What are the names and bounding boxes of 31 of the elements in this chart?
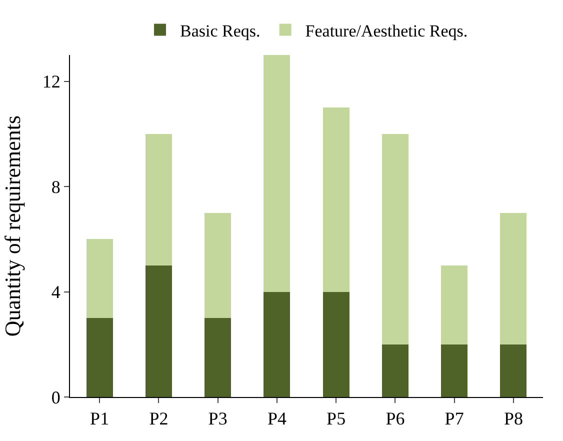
bar xyxy=(264,292,290,397)
y-axis-title: Quantity of requirements xyxy=(0,115,26,337)
bar xyxy=(204,318,232,397)
x-tick-label: P8 xyxy=(504,408,523,429)
x-tick-label: P7 xyxy=(444,408,464,429)
bar xyxy=(382,344,408,397)
y-tick-label: 0 xyxy=(51,387,60,408)
legend-label: Basic Reqs. xyxy=(180,21,260,40)
x-tick-label: P4 xyxy=(267,408,286,429)
legend-label: Feature/Aesthetic Reqs. xyxy=(305,21,468,40)
bar xyxy=(86,239,113,318)
y-tick-label: 8 xyxy=(51,176,60,197)
bar xyxy=(204,212,232,318)
bar xyxy=(441,265,468,344)
y-tick-label: 12 xyxy=(42,72,60,92)
x-tick-label: P1 xyxy=(90,408,110,429)
bar xyxy=(441,344,468,397)
x-tick-label: P6 xyxy=(386,408,405,429)
bar xyxy=(500,212,527,344)
bar xyxy=(500,344,527,397)
bar xyxy=(145,265,172,397)
x-tick-label: P3 xyxy=(208,408,228,429)
bar xyxy=(264,55,290,292)
y-tick-label: 4 xyxy=(51,282,60,302)
bar xyxy=(322,108,350,292)
bar xyxy=(322,292,350,397)
bar xyxy=(86,318,113,397)
bar xyxy=(145,134,172,266)
bar xyxy=(382,134,408,344)
x-tick-label: P5 xyxy=(326,408,346,429)
x-tick-label: P2 xyxy=(149,408,168,429)
